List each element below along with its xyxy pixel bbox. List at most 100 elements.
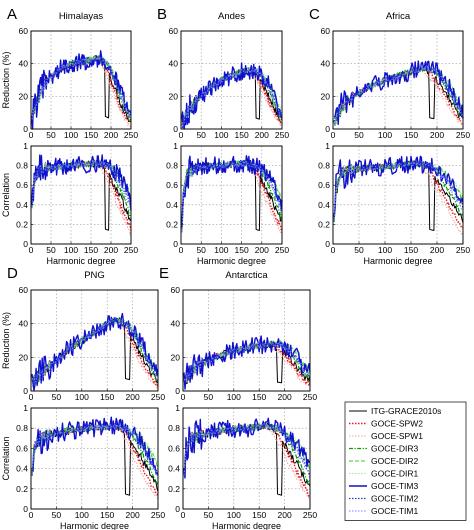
x-tick-label: 50 bbox=[196, 245, 206, 255]
plot-frame bbox=[180, 30, 283, 130]
y-tick-label: 0 bbox=[325, 239, 330, 249]
y-tick-label: 1 bbox=[173, 141, 178, 151]
x-tick-label: 250 bbox=[303, 392, 317, 402]
y-tick-label: 0.2 bbox=[16, 219, 28, 229]
series-line-goce-tim1 bbox=[31, 160, 132, 214]
y-axis-label: Correlation bbox=[1, 173, 11, 217]
legend-box bbox=[344, 401, 467, 521]
series-line-goce-tim1 bbox=[183, 422, 311, 481]
plot-frame bbox=[182, 289, 311, 392]
series-line-goce-tim1 bbox=[333, 161, 464, 222]
x-tick-label: 100 bbox=[227, 392, 241, 402]
plot-area bbox=[180, 145, 283, 245]
x-tick-label: 150 bbox=[235, 245, 249, 255]
y-tick-label: 0.2 bbox=[168, 484, 180, 494]
y-tick-label: 20 bbox=[19, 91, 29, 101]
x-tick-label: 0 bbox=[181, 392, 186, 402]
y-tick-label: 0.2 bbox=[16, 484, 28, 494]
x-tick-label: 250 bbox=[275, 130, 289, 140]
axes-B-1: 0 50 100 150 200 250 0 0.2 0.4 0.6 0.8 1 Harmonic de… bbox=[166, 141, 289, 266]
y-tick-label: 0.4 bbox=[16, 200, 28, 210]
series-line-goce-tim1 bbox=[181, 67, 283, 127]
legend-label: GOCE-TIM3 bbox=[371, 481, 418, 491]
panel-letter-E: E bbox=[159, 265, 169, 282]
x-tick-label: 0 bbox=[179, 245, 184, 255]
panel-title-D: PNG bbox=[84, 270, 105, 281]
y-tick-label: 0 bbox=[173, 124, 178, 134]
plot-frame bbox=[30, 407, 159, 510]
series-line-goce-tim2 bbox=[31, 423, 159, 476]
x-axis-label: Harmonic degree bbox=[46, 256, 115, 266]
y-tick-label: 20 bbox=[321, 91, 331, 101]
x-tick-label: 200 bbox=[104, 245, 118, 255]
x-tick-label: 50 bbox=[46, 130, 56, 140]
legend-label: GOCE-DIR3 bbox=[371, 444, 419, 454]
y-tick-label: 20 bbox=[19, 352, 29, 362]
y-tick-label: 0.8 bbox=[166, 161, 178, 171]
x-tick-label: 150 bbox=[100, 392, 114, 402]
panel-title-C: Africa bbox=[386, 11, 411, 22]
y-tick-label: 0 bbox=[175, 504, 180, 514]
x-tick-label: 100 bbox=[214, 245, 228, 255]
x-tick-label: 100 bbox=[227, 510, 241, 520]
x-axis-label: Harmonic degree bbox=[363, 256, 432, 266]
panel-title-A: Himalayas bbox=[59, 11, 104, 22]
y-tick-label: 0.8 bbox=[168, 423, 180, 433]
y-tick-label: 0.4 bbox=[16, 464, 28, 474]
legend: ITG-GRACE2010s GOCE-SPW2 GOCE-SPW1 GOCE-DIR… bbox=[344, 401, 467, 521]
axes-C-0: 0 50 100 150 200 250 0 20 40 60 bbox=[321, 26, 471, 140]
axes-C-1: 0 50 100 150 200 250 0 0.2 0.4 0.6 0.8 1 Harmonic de… bbox=[318, 141, 470, 266]
y-tick-label: 0.2 bbox=[318, 219, 330, 229]
y-tick-label: 20 bbox=[171, 352, 181, 362]
y-tick-label: 0 bbox=[23, 124, 28, 134]
x-tick-label: 150 bbox=[100, 510, 114, 520]
x-tick-label: 250 bbox=[303, 510, 317, 520]
plot-area bbox=[182, 407, 311, 510]
legend-label: GOCE-SPW1 bbox=[371, 431, 423, 441]
legend-label: GOCE-TIM2 bbox=[371, 494, 418, 504]
y-tick-label: 0.6 bbox=[16, 443, 28, 453]
x-tick-label: 50 bbox=[204, 392, 214, 402]
series-line-goce-tim2 bbox=[31, 160, 132, 209]
panel-title-B: Andes bbox=[218, 11, 245, 22]
x-tick-label: 200 bbox=[104, 130, 118, 140]
axes-D-1: 0 50 100 150 200 250 0 0.2 0.4 0.6 0.8 1 Correlation… bbox=[1, 403, 165, 530]
y-tick-label: 60 bbox=[19, 26, 29, 36]
x-tick-label: 100 bbox=[378, 130, 392, 140]
series-line-goce-tim2 bbox=[31, 56, 132, 121]
legend-label: GOCE-TIM1 bbox=[371, 506, 418, 516]
x-axis-label: Harmonic degree bbox=[212, 521, 281, 530]
y-axis-label: Reduction (%) bbox=[1, 312, 11, 369]
x-tick-label: 0 bbox=[29, 245, 34, 255]
y-tick-label: 1 bbox=[175, 403, 180, 413]
axes-A-1: 0 50 100 150 200 250 0 0.2 0.4 0.6 0.8 1 Correlation… bbox=[1, 141, 138, 266]
x-tick-label: 0 bbox=[331, 245, 336, 255]
y-tick-label: 40 bbox=[321, 59, 331, 69]
y-tick-label: 40 bbox=[171, 319, 181, 329]
y-tick-label: 0.6 bbox=[318, 180, 330, 190]
x-tick-label: 100 bbox=[75, 510, 89, 520]
panel-letter-B: B bbox=[157, 6, 167, 23]
series-line-goce-spw2 bbox=[183, 422, 311, 498]
x-tick-label: 200 bbox=[126, 392, 140, 402]
y-tick-label: 20 bbox=[169, 91, 179, 101]
x-tick-label: 150 bbox=[404, 245, 418, 255]
legend-label: GOCE-DIR1 bbox=[371, 469, 419, 479]
x-tick-label: 150 bbox=[252, 392, 266, 402]
series-line-goce-tim2 bbox=[181, 67, 283, 129]
series-line-goce-tim1 bbox=[183, 340, 311, 381]
x-tick-label: 50 bbox=[46, 245, 56, 255]
x-tick-label: 150 bbox=[84, 245, 98, 255]
panel-letter-C: C bbox=[309, 6, 320, 23]
y-tick-label: 60 bbox=[19, 285, 29, 295]
x-tick-label: 50 bbox=[204, 510, 214, 520]
series-line-goce-tim1 bbox=[31, 423, 159, 480]
y-tick-label: 0.6 bbox=[166, 180, 178, 190]
series-line-goce-tim3 bbox=[181, 155, 283, 228]
y-tick-label: 0 bbox=[173, 239, 178, 249]
series-line-goce-tim2 bbox=[31, 318, 159, 386]
y-tick-label: 0 bbox=[23, 239, 28, 249]
x-tick-label: 100 bbox=[75, 392, 89, 402]
series-line-goce-tim2 bbox=[183, 340, 311, 383]
y-tick-label: 0 bbox=[325, 124, 330, 134]
